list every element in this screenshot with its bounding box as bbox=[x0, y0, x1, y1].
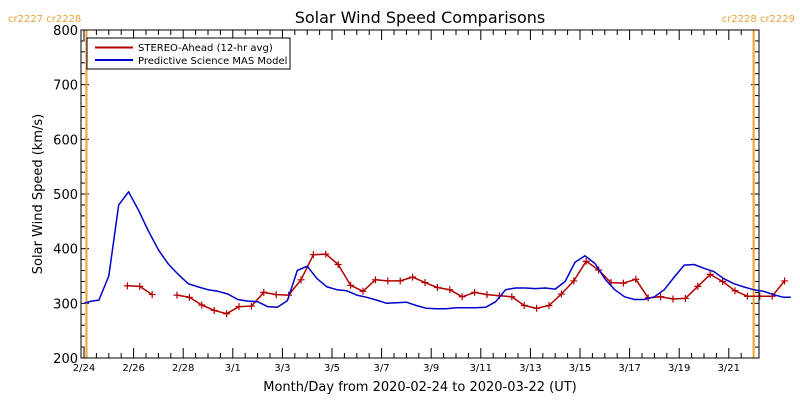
x-tick-label: 2/24 bbox=[73, 363, 95, 374]
stereo-data-point bbox=[681, 294, 689, 302]
stereo-data-point bbox=[297, 276, 305, 284]
stereo-data-point bbox=[557, 290, 565, 298]
stereo-data-point bbox=[570, 277, 578, 285]
x-axis-label: Month/Day from 2020-02-24 to 2020-03-22 … bbox=[263, 380, 576, 395]
stereo-data-point bbox=[582, 257, 590, 265]
stereo-data-point bbox=[446, 286, 454, 294]
stereo-data-point bbox=[545, 302, 553, 310]
legend-model-label: Predictive Science MAS Model bbox=[138, 56, 287, 67]
stereo-data-point bbox=[334, 261, 342, 269]
x-tick-label: 3/5 bbox=[324, 363, 340, 374]
stereo-data-point bbox=[272, 291, 280, 299]
stereo-data-point bbox=[719, 277, 727, 285]
stereo-data-point bbox=[657, 293, 665, 301]
stereo-data-point bbox=[322, 250, 330, 258]
stereo-data-point bbox=[384, 277, 392, 285]
stereo-data-point bbox=[471, 288, 479, 296]
stereo-data-point bbox=[198, 301, 206, 309]
stereo-data-point bbox=[743, 292, 751, 300]
x-tick-label: 3/17 bbox=[618, 363, 640, 374]
stereo-data-point bbox=[619, 279, 627, 287]
x-tick-label: 3/11 bbox=[470, 363, 492, 374]
stereo-data-point bbox=[632, 275, 640, 283]
stereo-data-point bbox=[781, 277, 789, 285]
stereo-data-point bbox=[409, 273, 417, 281]
legend-box bbox=[86, 37, 291, 70]
model-series-line bbox=[83, 191, 791, 310]
legend-stereo-label: STEREO-Ahead (12-hr avg) bbox=[138, 43, 273, 54]
stereo-data-point bbox=[123, 282, 131, 290]
x-tick-label: 3/9 bbox=[423, 363, 439, 374]
y-tick-label: 300 bbox=[53, 297, 78, 312]
stereo-data-point bbox=[359, 287, 367, 295]
y-axis-label: Solar Wind Speed (km/s) bbox=[31, 114, 46, 274]
stereo-data-point bbox=[520, 302, 528, 310]
chart-title: Solar Wind Speed Comparisons bbox=[295, 8, 546, 27]
stereo-data-point bbox=[669, 295, 677, 303]
x-tick-label: 3/19 bbox=[668, 363, 690, 374]
stereo-data-point bbox=[533, 304, 541, 312]
stereo-data-point bbox=[247, 302, 255, 310]
stereo-data-point bbox=[185, 293, 193, 301]
stereo-data-point bbox=[173, 291, 181, 299]
y-tick-label: 700 bbox=[53, 79, 78, 94]
x-tick-label: 3/1 bbox=[225, 363, 241, 374]
x-tick-label: 3/13 bbox=[519, 363, 541, 374]
stereo-data-point bbox=[483, 291, 491, 299]
stereo-data-point bbox=[136, 282, 144, 290]
x-tick-label: 2/28 bbox=[172, 363, 194, 374]
carrington-right-label: cr2228 cr2229 bbox=[722, 14, 795, 25]
x-tick-label: 3/15 bbox=[569, 363, 591, 374]
stereo-data-point bbox=[508, 293, 516, 301]
carrington-left-label: cr2227 cr2228 bbox=[8, 14, 81, 25]
stereo-data-point bbox=[260, 288, 268, 296]
stereo-data-point bbox=[371, 276, 379, 284]
stereo-data-point bbox=[223, 310, 231, 318]
stereo-data-point bbox=[458, 293, 466, 301]
plot-area: 200 300 400 500 600 700 800 2/24 2/26 2/28 3/1 3/3 3… bbox=[53, 24, 791, 374]
x-tick-label: 2/26 bbox=[122, 363, 144, 374]
x-tick-label: 3/3 bbox=[274, 363, 290, 374]
stereo-data-point bbox=[235, 303, 243, 311]
stereo-data-point bbox=[347, 281, 355, 289]
y-tick-label: 200 bbox=[53, 352, 78, 367]
y-tick-label: 500 bbox=[53, 188, 78, 203]
stereo-data-point bbox=[433, 283, 441, 291]
stereo-data-point bbox=[694, 282, 702, 290]
stereo-data-point bbox=[210, 306, 218, 314]
x-tick-label: 3/7 bbox=[374, 363, 390, 374]
stereo-data-point bbox=[756, 292, 764, 300]
y-tick-label: 400 bbox=[53, 243, 78, 258]
stereo-data-point bbox=[148, 291, 156, 299]
stereo-data-point bbox=[706, 270, 714, 278]
legend: STEREO-Ahead (12-hr avg) Predictive Scie… bbox=[86, 37, 291, 70]
y-tick-label: 600 bbox=[53, 133, 78, 148]
y-tick-label: 800 bbox=[53, 24, 78, 39]
stereo-data-point bbox=[396, 277, 404, 285]
plot-frame bbox=[80, 29, 760, 359]
x-tick-label: 3/21 bbox=[718, 363, 740, 374]
stereo-data-point bbox=[731, 287, 739, 295]
stereo-data-point bbox=[421, 279, 429, 287]
stereo-data-point bbox=[309, 251, 317, 259]
